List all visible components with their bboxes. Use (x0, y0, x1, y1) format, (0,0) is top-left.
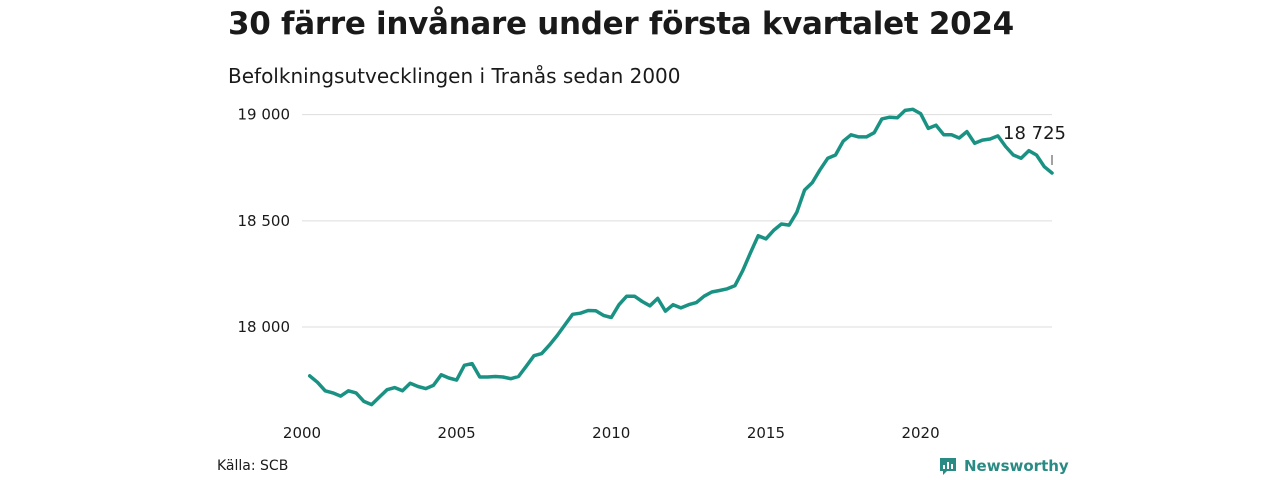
x-tick-label: 2015 (747, 424, 785, 442)
newsworthy-logo-icon (940, 458, 956, 475)
x-tick-label: 2010 (592, 424, 630, 442)
chart-title: 30 färre invånare under första kvartalet… (228, 6, 1014, 42)
x-axis-ticks: 2000 2005 2010 2015 2020 (283, 424, 940, 442)
y-tick-label: 18 500 (238, 212, 291, 230)
population-line (307, 107, 1054, 407)
brand-name: Newsworthy (964, 457, 1069, 475)
gridlines (302, 114, 1052, 328)
x-tick-label: 2005 (438, 424, 476, 442)
y-axis-ticks: 18 000 18 500 19 000 (238, 106, 291, 336)
y-tick-label: 19 000 (238, 106, 291, 124)
source-note: Källa: SCB (217, 458, 289, 474)
y-tick-label: 18 000 (238, 318, 291, 336)
brand-logo[interactable]: Newsworthy (938, 456, 1069, 476)
chart-subtitle: Befolkningsutvecklingen i Tranås sedan 2… (228, 64, 681, 88)
end-value-label: 18 725 (1003, 123, 1066, 144)
x-tick-label: 2020 (901, 424, 939, 442)
x-tick-label: 2000 (283, 424, 321, 442)
